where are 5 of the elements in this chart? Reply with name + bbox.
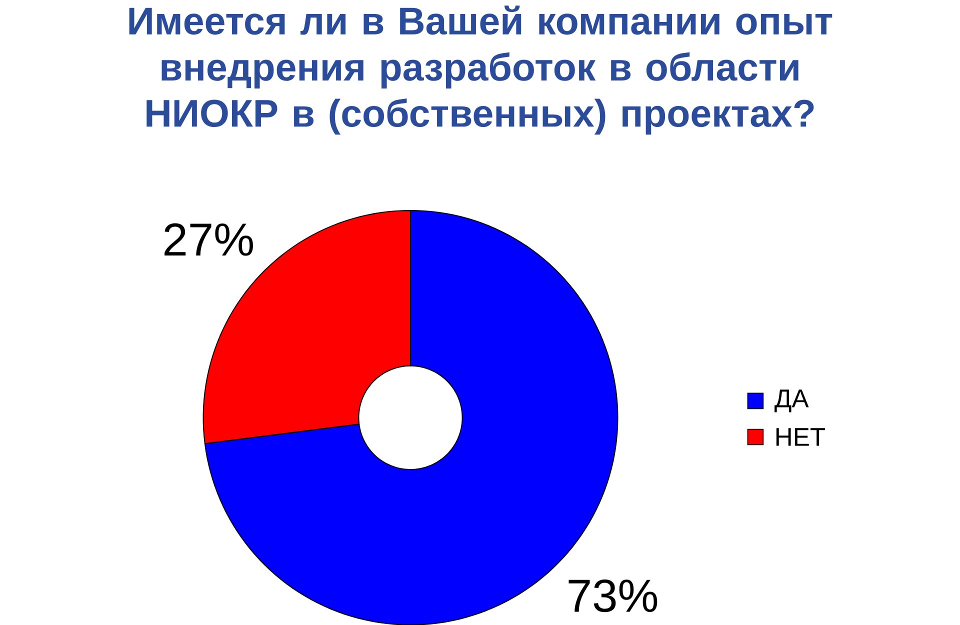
chart-title: Имеется ли в Вашей компании опыт внедрения разработок в области НИОКР в (собственных) проектах? — [129, 5, 832, 134]
data-label: 73% — [568, 579, 658, 612]
legend-label: ДА — [774, 389, 809, 412]
data-label: 27% — [164, 223, 253, 256]
legend-label: НЕТ — [776, 428, 826, 446]
